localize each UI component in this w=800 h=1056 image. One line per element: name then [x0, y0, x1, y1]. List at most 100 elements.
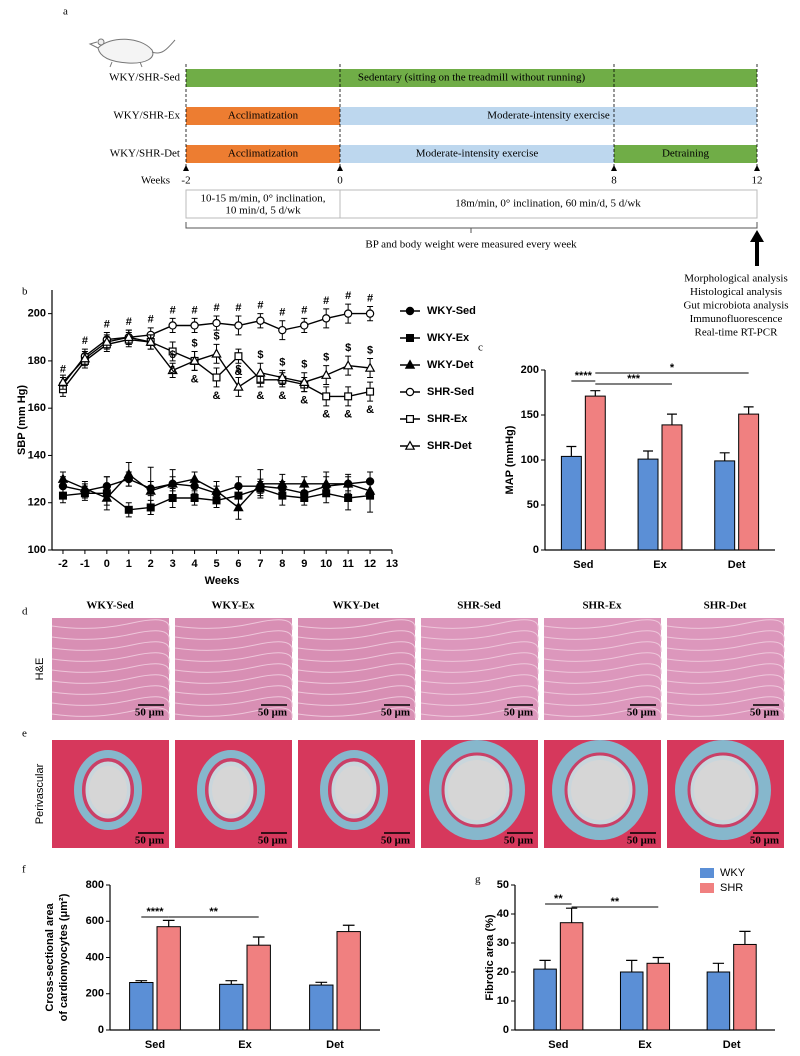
point	[256, 316, 265, 325]
fiber	[543, 685, 662, 697]
significance-marker: #	[148, 314, 154, 326]
y-tick-label: 10	[497, 995, 509, 1007]
weeks-label: Weeks	[141, 175, 170, 187]
point	[57, 376, 69, 386]
fiber	[666, 674, 785, 686]
point	[300, 321, 309, 330]
point	[123, 331, 134, 342]
micrograph: 50 μm	[52, 740, 169, 848]
point	[278, 325, 287, 335]
significance-marker: $	[235, 363, 241, 375]
point	[234, 321, 243, 330]
tissue	[175, 618, 292, 720]
error-bar	[566, 445, 577, 457]
significance-marker: #	[192, 304, 198, 316]
phase-bar	[340, 145, 614, 163]
fiber	[297, 674, 416, 686]
legend-label: SHR-Ex	[427, 413, 468, 425]
panel-letter: a	[63, 6, 68, 18]
fiber	[174, 685, 293, 697]
significance-marker: $	[323, 352, 329, 364]
analysis-item: Histological analysis	[690, 286, 782, 298]
y-tick-label: 50	[497, 879, 509, 891]
significance-marker: $	[301, 359, 307, 371]
x-tick-label: 4	[192, 558, 199, 570]
point	[211, 348, 222, 358]
significance-marker: &	[344, 409, 352, 421]
panel-letter: f	[22, 864, 26, 876]
fiber	[174, 663, 293, 675]
bar	[619, 971, 644, 1031]
y-tick-label: 0	[533, 544, 539, 556]
phase-bar	[186, 107, 340, 125]
fiber	[543, 619, 662, 631]
fiber	[297, 663, 416, 675]
error-bar	[539, 959, 551, 970]
bar	[559, 922, 584, 1031]
significance-marker: #	[235, 302, 241, 314]
y-axis-label: Fibrotic area (%)	[484, 914, 496, 1001]
point	[255, 367, 266, 377]
scale-label: 50 μm	[750, 835, 779, 847]
point	[255, 478, 266, 488]
x-tick-label: 12	[364, 558, 376, 570]
y-tick-label: 100	[521, 454, 539, 466]
fiber	[51, 652, 170, 664]
point	[123, 468, 134, 479]
scale-label: 50 μm	[135, 707, 164, 719]
bar	[738, 413, 760, 551]
y-axis-label: MAP (mmHg)	[504, 425, 516, 494]
x-tick-label: 6	[235, 558, 241, 570]
lumen	[694, 760, 752, 820]
x-tick-label: -2	[58, 558, 68, 570]
significance-marker: $	[213, 330, 219, 342]
week-label: 0	[337, 175, 343, 187]
error-bar	[565, 907, 578, 923]
fiber	[420, 696, 539, 708]
significance-marker: $	[279, 356, 285, 368]
x-tick-label: 13	[386, 558, 398, 570]
x-tick-label: 3	[170, 558, 176, 570]
x-tick-label: 9	[301, 558, 307, 570]
fiber	[666, 641, 785, 653]
bar	[733, 943, 757, 1031]
scale-label: 50 μm	[504, 835, 533, 847]
significance-marker: #	[367, 292, 373, 304]
x-tick-label: Ex	[238, 1039, 252, 1051]
micrograph: 50 μm	[298, 740, 415, 848]
legend-marker	[405, 387, 415, 397]
x-tick-label: -1	[80, 558, 90, 570]
fiber	[51, 685, 170, 697]
phase-label: Detraining	[662, 148, 710, 160]
significance-label: ****	[146, 906, 164, 918]
bar	[646, 962, 671, 1031]
legend-marker	[406, 415, 415, 424]
phase-bar	[614, 145, 757, 163]
tissue	[298, 618, 415, 720]
point	[344, 392, 353, 401]
y-tick-label: 50	[527, 499, 539, 511]
significance-marker: $	[192, 337, 198, 349]
y-tick-label: 400	[86, 951, 104, 963]
significance-marker: &	[256, 390, 264, 402]
week-arrow	[337, 165, 343, 171]
row-label: WKY/SHR-Sed	[109, 72, 180, 84]
significance-marker: &	[322, 409, 330, 421]
significance-label: **	[209, 906, 218, 918]
bar	[560, 455, 582, 551]
row-label: H&E	[34, 658, 46, 681]
significance-marker: &	[300, 395, 308, 407]
point	[366, 387, 375, 396]
significance-marker: &	[191, 373, 199, 385]
week-arrow	[183, 165, 189, 171]
column-label: SHR-Det	[704, 600, 747, 612]
fiber	[297, 630, 416, 642]
significance-marker: &	[278, 390, 286, 402]
protocol-text: 10-15 m/min, 0° inclination,	[200, 193, 325, 205]
vessel-wall	[675, 740, 771, 840]
point	[124, 505, 133, 514]
analysis-item: Immunofluorescence	[690, 313, 783, 325]
point	[145, 485, 156, 495]
error-bar	[719, 452, 730, 461]
significance-marker: #	[60, 363, 66, 375]
